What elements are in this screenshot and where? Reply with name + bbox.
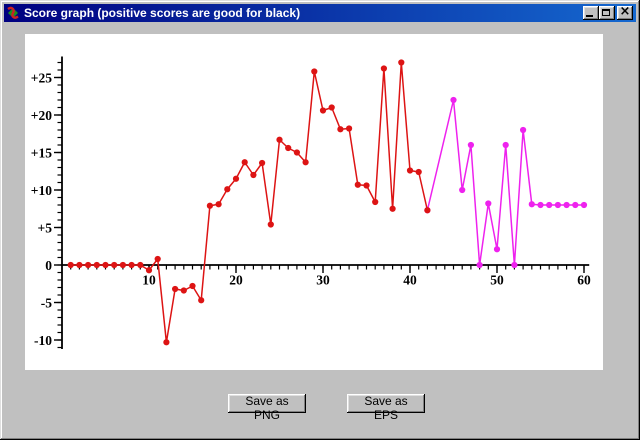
score-early-moves-point — [293, 149, 300, 156]
score-late-moves-point — [546, 201, 553, 209]
score-early-moves-point — [354, 181, 361, 188]
score-early-moves-point — [67, 261, 74, 269]
score-early-moves-point — [102, 261, 109, 269]
score-late-moves-point — [485, 200, 492, 207]
score-early-moves-point — [145, 267, 153, 274]
score-late-moves-point — [537, 201, 544, 209]
score-early-moves-point — [380, 65, 387, 72]
y-tick-label: +20 — [31, 108, 52, 123]
y-tick-label: +25 — [31, 70, 52, 85]
score-late-moves-point — [476, 261, 483, 269]
score-early-moves-point — [302, 159, 309, 166]
score-early-moves-point — [337, 126, 344, 133]
score-early-moves-point — [119, 261, 126, 269]
x-tick-label: 60 — [577, 273, 591, 288]
save-as-eps-button[interactable]: Save as EPS — [347, 394, 425, 422]
y-tick-label: +15 — [31, 145, 52, 160]
maximize-button[interactable] — [599, 6, 615, 20]
x-tick-label: 20 — [229, 273, 243, 288]
score-early-moves-point — [372, 198, 379, 206]
score-late-moves-point — [563, 201, 570, 209]
app-icon-image — [7, 6, 19, 19]
score-early-moves-point — [424, 207, 431, 214]
score-early-moves-point — [267, 221, 274, 228]
score-early-moves-point — [389, 205, 396, 212]
minimize-button[interactable] — [583, 6, 599, 20]
window-controls: × — [583, 4, 633, 20]
minimize-icon — [586, 15, 593, 17]
score-early-moves-point — [319, 107, 327, 114]
y-tick-label: -10 — [34, 333, 52, 348]
score-late-moves-point — [467, 141, 474, 149]
score-late-moves-point — [511, 261, 518, 269]
score-early-moves-point — [259, 159, 266, 167]
app-icon[interactable] — [6, 6, 20, 20]
x-tick-label: 50 — [490, 273, 504, 288]
score-early-moves-point — [154, 255, 161, 263]
score-late-moves-point — [528, 201, 535, 208]
score-late-moves-point — [520, 126, 527, 134]
x-tick-label: 10 — [142, 273, 156, 288]
x-tick-label: 40 — [403, 273, 417, 288]
titlebar[interactable]: Score graph (positive scores are good fo… — [4, 4, 636, 22]
window-title: Score graph (positive scores are good fo… — [24, 6, 301, 20]
score-early-moves-point — [363, 182, 370, 189]
score-early-moves-point — [189, 282, 196, 290]
score-late-moves-line — [426, 99, 584, 266]
score-early-moves-point — [285, 144, 292, 152]
score-late-moves-point — [493, 246, 501, 253]
score-chart-canvas: 10 20 30 40 50 60 -10 -5 0 +5 +10 +15 +20 +25 — [31, 56, 591, 349]
y-tick-label: 0 — [45, 258, 52, 273]
score-early-moves-point — [85, 261, 92, 269]
score-early-moves-point — [172, 285, 179, 293]
score-early-moves-point — [276, 136, 283, 143]
close-icon: × — [619, 4, 631, 19]
y-tick-label: -5 — [41, 295, 52, 310]
score-early-moves-point — [163, 339, 170, 346]
y-tick-label: +5 — [38, 220, 53, 235]
score-early-moves-point — [215, 201, 222, 208]
save-as-png-button[interactable]: Save as PNG — [228, 394, 306, 422]
score-early-moves-point — [415, 168, 422, 176]
score-early-moves-point — [328, 104, 335, 111]
score-early-moves-point — [111, 261, 118, 269]
score-early-moves-point — [311, 68, 318, 75]
score-late-moves-point — [554, 201, 562, 209]
score-late-moves-point — [450, 96, 457, 104]
score-late-moves-point — [580, 201, 588, 209]
score-early-moves-point — [198, 297, 205, 304]
score-early-moves-point — [241, 159, 248, 166]
score-early-moves-point — [398, 59, 405, 66]
score-early-moves-point — [232, 175, 240, 182]
close-button[interactable]: × — [617, 4, 633, 20]
y-tick-label: +10 — [31, 183, 52, 198]
score-early-moves-point — [406, 167, 414, 174]
score-early-moves-point — [250, 171, 257, 179]
score-late-moves-point — [459, 186, 466, 194]
score-early-moves-point — [180, 287, 187, 294]
score-chart: 10 20 30 40 50 60 -10 -5 0 +5 +10 +15 +20 +25 — [25, 34, 603, 370]
score-early-moves-point — [137, 261, 144, 269]
score-early-moves-point — [206, 202, 213, 209]
score-early-moves-point — [224, 186, 231, 193]
score-early-moves-point — [346, 125, 353, 132]
maximize-icon — [602, 9, 610, 16]
score-late-moves-point — [502, 141, 509, 149]
score-early-moves-point — [128, 261, 135, 269]
score-early-moves-point — [76, 261, 83, 269]
x-tick-label: 30 — [316, 273, 330, 288]
score-late-moves-point — [572, 201, 579, 209]
score-early-moves-point — [93, 261, 100, 269]
